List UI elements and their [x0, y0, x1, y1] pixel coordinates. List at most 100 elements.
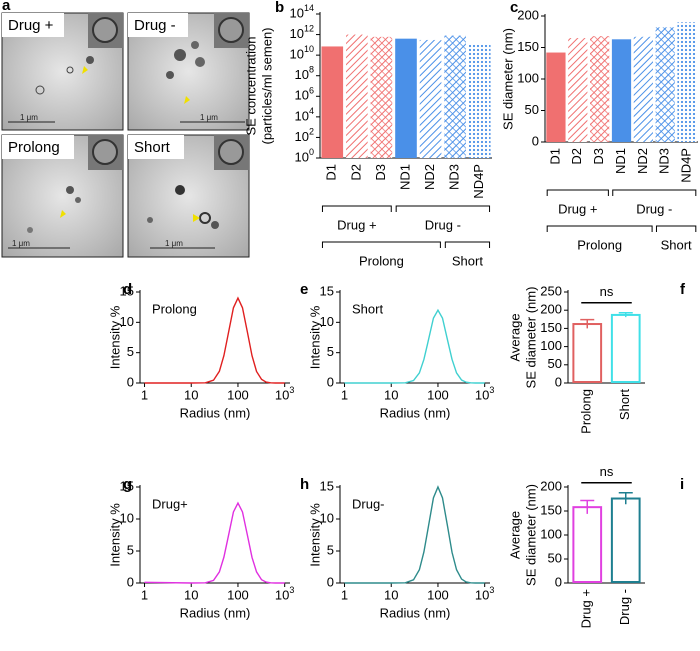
y-axis-label: SE diameter (nm)	[523, 287, 538, 389]
x-tick-label: D1	[547, 148, 562, 165]
y-tick-label: 150	[540, 320, 562, 335]
x-tick-label: D2	[569, 148, 584, 165]
scale-bar-label: 1 μm	[12, 239, 30, 248]
image-label: Drug -	[134, 17, 176, 34]
group-bracket	[546, 189, 609, 196]
group-bracket	[321, 241, 441, 248]
y-tick-label: 5	[127, 344, 134, 359]
line	[144, 296, 285, 384]
image-label: Drug +	[8, 17, 54, 34]
x-tick-label: Drug +	[579, 589, 594, 628]
group-label: Prolong	[359, 253, 404, 268]
x-tick-label: 1	[341, 387, 348, 402]
bar	[370, 36, 393, 158]
annotation: Short	[352, 301, 383, 316]
x-tick-label: 10	[384, 387, 398, 402]
x-tick-label: 10	[384, 587, 398, 602]
annotation: Drug-	[352, 496, 385, 511]
y-tick-label: 200	[540, 478, 562, 493]
y-tick-label: 108	[295, 65, 314, 82]
scale-bar-label: 1 μm	[165, 239, 183, 248]
bar	[395, 38, 417, 159]
x-tick-label: Drug -	[617, 589, 632, 625]
bar	[546, 52, 566, 142]
panel-label: h	[300, 476, 309, 493]
x-tick-label: ND1	[397, 164, 412, 190]
x-tick-label: 100	[427, 587, 449, 602]
bar	[677, 22, 697, 142]
annotation: Prolong	[152, 301, 197, 316]
y-tick-label: 150	[540, 502, 562, 517]
bar	[321, 46, 344, 158]
y-tick-label: 50	[525, 102, 539, 117]
em-image: Short 1 μm	[127, 134, 250, 258]
group-label: Short	[452, 253, 483, 268]
y-axis-label: Intensity %	[107, 305, 122, 369]
y-tick-label: 100	[540, 338, 562, 353]
group-bracket	[444, 241, 491, 248]
line	[344, 308, 485, 384]
annotation: Drug+	[152, 496, 188, 511]
y-tick-label: 100	[540, 526, 562, 541]
group-bracket	[395, 205, 491, 212]
x-tick-label: ND2	[422, 164, 437, 190]
x-axis-label: Radius (nm)	[380, 405, 451, 420]
bar	[346, 34, 368, 159]
y-axis-label: SE concentration	[243, 36, 258, 135]
y-tick-label: 15	[120, 478, 134, 493]
group-label: Drug +	[558, 201, 597, 216]
group-label: Drug +	[337, 217, 376, 232]
group-bracket	[321, 205, 392, 212]
group-bracket	[655, 225, 697, 232]
x-tick-label: ND1	[613, 148, 628, 174]
x-tick-label: 10	[184, 387, 198, 402]
bar	[572, 323, 603, 384]
panel-label: d	[123, 281, 132, 298]
x-axis-label: Radius (nm)	[180, 605, 251, 620]
x-tick-label: 103	[475, 385, 494, 402]
error-bar	[618, 492, 633, 505]
y-tick-label: 15	[320, 283, 334, 298]
y-tick-label: 200	[517, 7, 539, 22]
y-axis-label: SE diameter (nm)	[523, 484, 538, 586]
y-tick-label: 1014	[290, 3, 314, 20]
scale-bar-label: 1 μm	[200, 113, 218, 122]
panel-label: f	[680, 281, 686, 298]
panel-label: i	[680, 476, 684, 493]
bar	[590, 36, 610, 142]
group-bracket	[612, 189, 697, 196]
y-tick-label: 100	[517, 70, 539, 85]
x-tick-label: D1	[324, 164, 339, 181]
y-axis-label: Intensity %	[307, 503, 322, 567]
line	[344, 485, 485, 584]
panel-label: a	[2, 0, 11, 14]
group-label: Drug -	[636, 201, 672, 216]
group-label: Prolong	[577, 237, 622, 252]
bar	[655, 27, 675, 143]
y-tick-label: 106	[295, 86, 314, 103]
bar	[572, 506, 603, 583]
x-tick-label: 100	[427, 387, 449, 402]
x-tick-label: ND3	[447, 164, 462, 190]
y-axis-label: SE diameter (nm)	[500, 28, 515, 130]
x-tick-label: ND3	[657, 148, 672, 174]
x-tick-label: Prolong	[579, 389, 594, 434]
y-tick-label: 5	[327, 542, 334, 557]
annotation: ns	[600, 464, 614, 479]
y-tick-label: 100	[295, 147, 314, 164]
panel-label: c	[510, 0, 518, 16]
x-axis-label: Radius (nm)	[180, 405, 251, 420]
y-tick-label: 0	[127, 574, 134, 589]
x-tick-label: D3	[591, 148, 606, 165]
y-tick-label: 5	[327, 344, 334, 359]
group-bracket	[546, 225, 653, 232]
em-image: Drug - 1 μm	[127, 12, 250, 131]
x-tick-label: ND4P	[679, 148, 694, 183]
y-tick-label: 50	[548, 550, 562, 565]
y-tick-label: 150	[517, 39, 539, 54]
x-tick-label: 100	[227, 587, 249, 602]
group-label: Drug -	[425, 217, 461, 232]
y-tick-label: 10	[320, 314, 334, 329]
y-tick-label: 200	[540, 302, 562, 317]
